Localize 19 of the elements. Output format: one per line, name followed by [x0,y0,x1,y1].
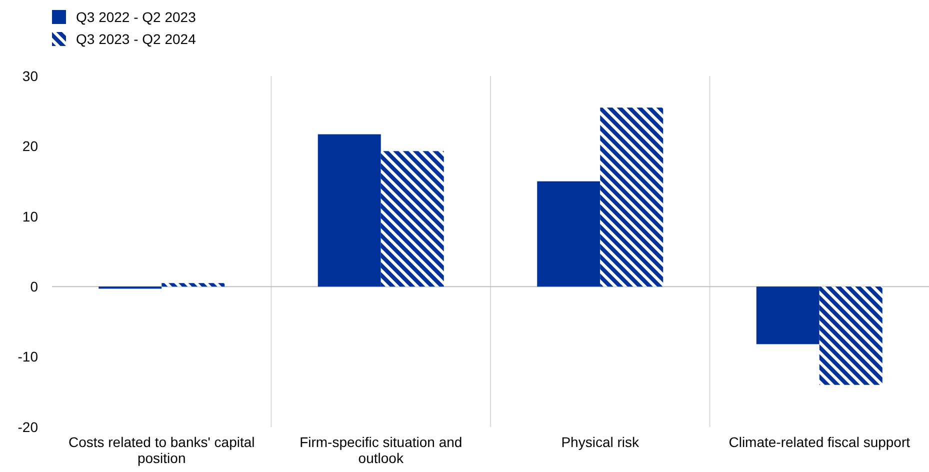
bar [819,286,882,385]
y-tick-label: -10 [18,348,38,365]
y-tick-label: -20 [18,418,38,435]
bar [380,151,444,287]
bar [756,286,820,344]
y-tick-label: 0 [30,278,38,294]
bar [162,283,225,287]
bar [318,134,381,287]
x-tick-label: Climate-related fiscal support [728,434,910,450]
legend-label: Q3 2023 - Q2 2024 [76,30,196,47]
y-tick-label: 20 [22,138,38,154]
y-tick-label: 30 [22,68,38,84]
x-tick-label: Physical risk [561,434,640,450]
legend-label: Q3 2022 - Q2 2023 [76,8,196,25]
y-tick-label: 10 [22,208,38,224]
x-tick-label: Firm-specific situation and outlook [300,434,462,466]
bar [600,108,664,287]
bar [537,181,600,287]
x-tick-label: Costs related to banks' capital position [68,434,255,466]
